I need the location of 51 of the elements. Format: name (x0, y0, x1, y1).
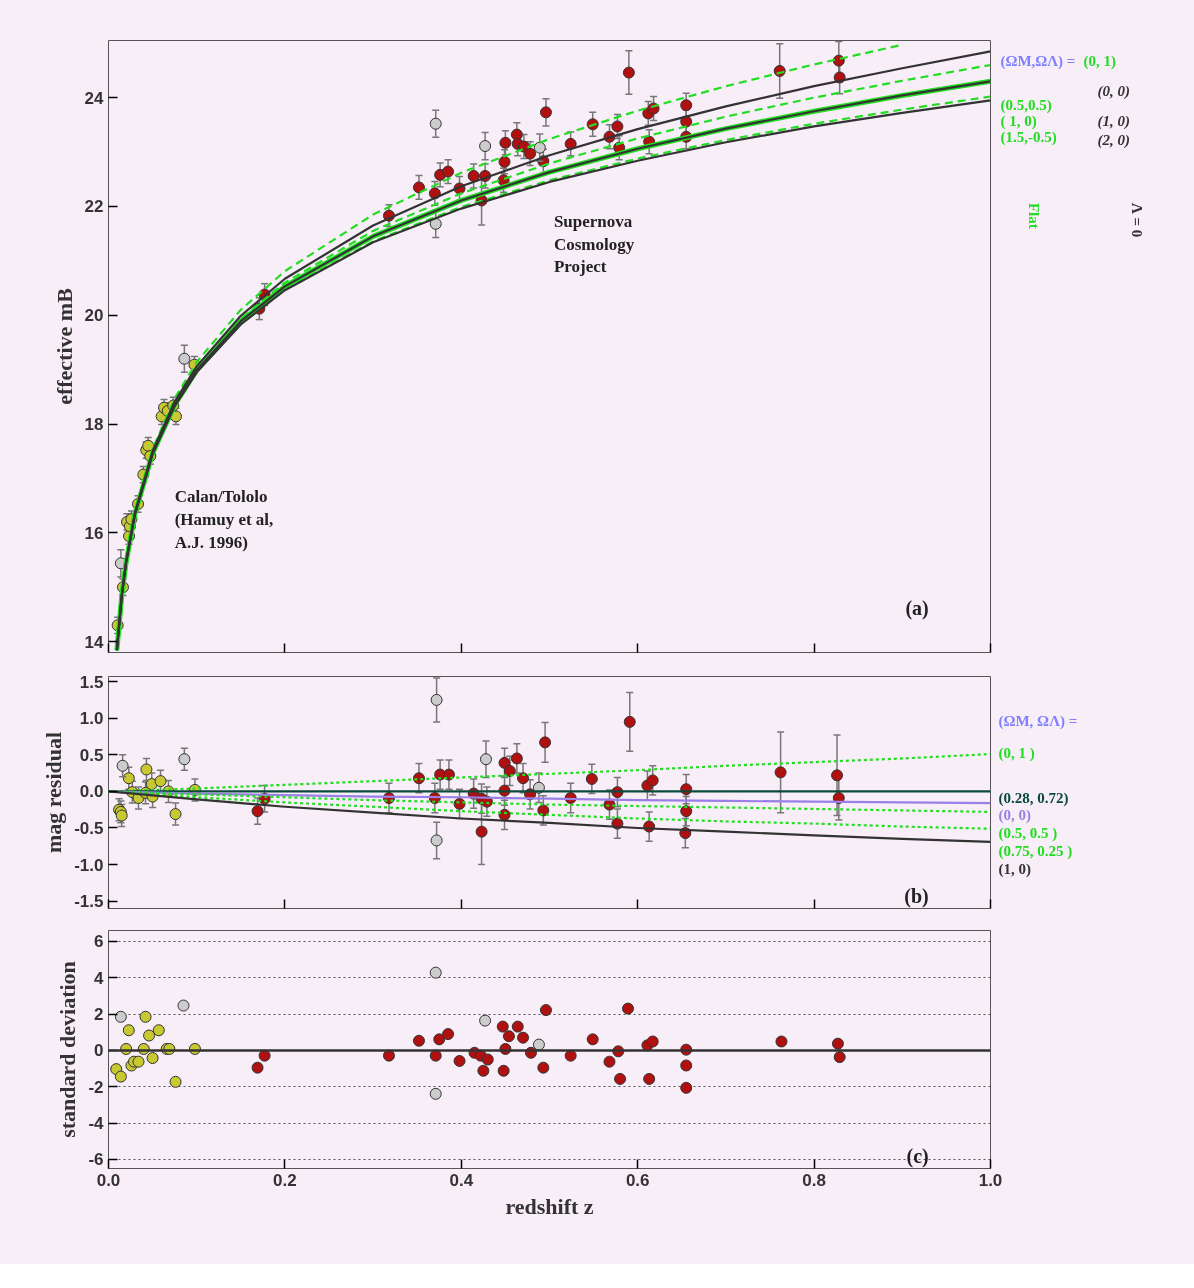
y-tick-label: 0 (94, 1041, 104, 1061)
text: Flat (1026, 202, 1043, 229)
series-label: (0, 1 ) (998, 745, 1035, 763)
text: (0.5,0.5) (1000, 96, 1052, 114)
x-axis-title: redshift z (505, 1193, 594, 1219)
y-tick-label: -4 (88, 1114, 105, 1134)
text: Λ = 0 (1129, 202, 1146, 238)
y-tick-label: 1.5 (79, 672, 104, 692)
series-label: (0.5, 0.5 ) (998, 825, 1058, 843)
y-tick-label: 0.5 (79, 745, 104, 765)
annotation: (c) (906, 1144, 929, 1168)
y-tick-label: 4 (94, 968, 105, 988)
text: (1, 0) (1097, 113, 1130, 131)
text: ( 1, 0) (1000, 113, 1037, 131)
annotation: (a) (905, 597, 929, 621)
y-tick-label: -0.5 (74, 819, 104, 838)
y-tick-label: 20 (84, 306, 104, 326)
y-tick-label: 22 (84, 197, 104, 217)
annotation: Calan/Tololo (Hamuy et al, A.J. 1996) (174, 487, 274, 552)
y-tick-label: 18 (84, 415, 104, 435)
y-tick-label: 2 (94, 1005, 104, 1025)
y-axis-title: effective mB (51, 287, 77, 405)
y-tick-label: -6 (88, 1150, 104, 1170)
text: (0, 1) (1083, 52, 1117, 70)
y-axis-title: standard deviation (55, 961, 81, 1138)
annotation: Supernova Cosmology Project (553, 211, 635, 277)
y-tick-label: 1.0 (79, 709, 104, 729)
y-tick-label: -2 (88, 1077, 104, 1097)
y-tick-label: -1.5 (74, 892, 104, 912)
y-tick-label: 24 (84, 88, 105, 108)
series-label: (0.28, 0.72) (998, 789, 1069, 807)
series-label: (1, 0) (998, 861, 1031, 878)
y-tick-label: 14 (84, 632, 105, 652)
text: (1.5,-0.5) (1000, 128, 1057, 146)
text: (2, 0) (1097, 132, 1130, 150)
x-tick-label: 0.2 (273, 1170, 297, 1190)
y-tick-label: 16 (84, 523, 104, 543)
text: (0, 0) (1097, 83, 1130, 101)
series-label: (0, 0) (998, 807, 1031, 825)
y-axis-title: mag residual (41, 731, 67, 854)
legend-title: (ΩM,ΩΛ) = (1000, 52, 1076, 70)
series-label: (0.75, 0.25 ) (998, 843, 1073, 861)
x-tick-label: 0.4 (449, 1170, 474, 1190)
y-tick-label: 0.0 (79, 782, 104, 802)
x-tick-label: 0.6 (625, 1170, 650, 1190)
x-tick-label: 1.0 (978, 1170, 1003, 1190)
annotation: (b) (904, 885, 929, 909)
y-tick-label: 6 (94, 932, 104, 952)
x-tick-label: 0.8 (802, 1170, 826, 1190)
y-tick-label: -1.0 (74, 855, 104, 875)
legend-title: (ΩM, ΩΛ) = (998, 712, 1078, 730)
